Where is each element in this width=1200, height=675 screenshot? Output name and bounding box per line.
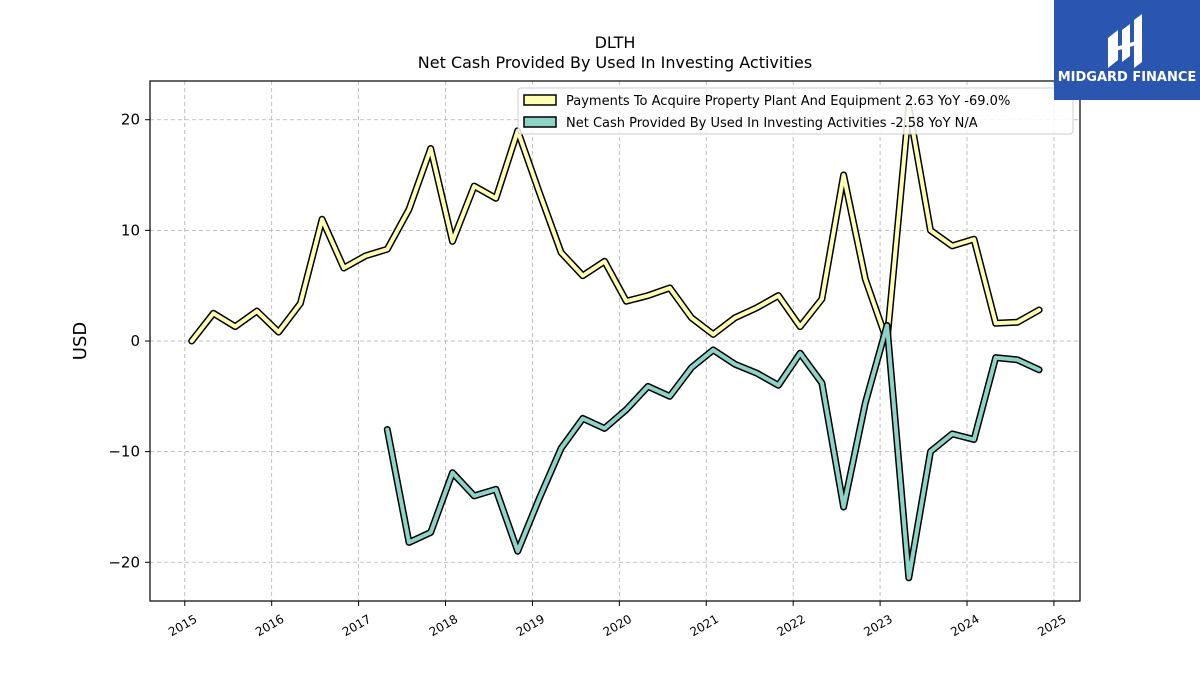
chart-title: DLTH [595, 33, 636, 52]
legend-swatch-capex [523, 94, 557, 106]
y-tick-label-1: −10 [108, 443, 140, 461]
legend-label-capex: Payments To Acquire Property Plant And E… [566, 94, 1010, 109]
y-tick-label-0: −20 [108, 553, 140, 571]
y-tick-label-2: 0 [130, 332, 140, 350]
logo-mark-icon [1108, 14, 1142, 68]
y-tick-label-3: 10 [121, 221, 140, 239]
legend-box [517, 87, 1074, 135]
y-axis-label: USD [70, 322, 91, 360]
chart-subtitle: Net Cash Provided By Used In Investing A… [418, 53, 812, 72]
y-tick-label-4: 20 [121, 111, 140, 129]
legend-swatch-investing [523, 116, 557, 128]
legend-label-investing: Net Cash Provided By Used In Investing A… [566, 116, 978, 131]
legend: Payments To Acquire Property Plant And E… [517, 87, 1074, 135]
logo-text: MIDGARD FINANCE [1058, 70, 1197, 85]
series-lines [188, 104, 1043, 582]
y-axis-ticks: −20 −10 0 10 20 [108, 111, 150, 571]
brand-logo: MIDGARD FINANCE [1054, 0, 1200, 100]
series-line-capex [189, 105, 1042, 343]
